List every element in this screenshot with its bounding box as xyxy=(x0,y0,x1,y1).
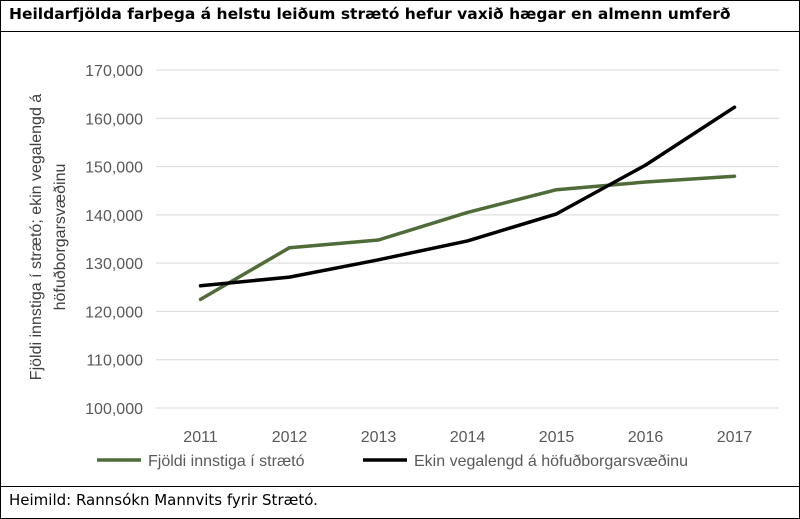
x-tick-label: 2011 xyxy=(183,429,218,446)
source-note: Heimild: Rannsókn Mannvits fyrir Strætó. xyxy=(9,491,318,509)
series-line-2 xyxy=(198,105,737,288)
title-bar: Heildarfjölda farþega á helstu leiðum st… xyxy=(1,1,799,32)
legend: Fjöldi innstiga í strætó Ekin vegalengd á… xyxy=(97,453,688,470)
legend-label: Fjöldi innstiga í strætó xyxy=(148,453,305,470)
y-tick-label: 130,000 xyxy=(85,256,143,273)
series-lines xyxy=(198,105,737,302)
y-tick-label: 160,000 xyxy=(85,111,143,128)
series-line-1 xyxy=(198,174,737,302)
x-tick-labels: 2011 2012 2013 2014 2015 2016 2017 xyxy=(183,429,752,446)
x-tick-label: 2014 xyxy=(450,429,486,446)
y-tick-label: 140,000 xyxy=(85,208,143,225)
x-tick-label: 2016 xyxy=(628,429,664,446)
y-tick-label: 150,000 xyxy=(85,160,143,177)
x-tick-label: 2015 xyxy=(539,429,575,446)
chart-title: Heildarfjölda farþega á helstu leiðum st… xyxy=(9,5,731,23)
chart-area: 100,000 110,000 120,000 130,000 140,000 150,0… xyxy=(1,32,799,487)
y-tick-label: 100,000 xyxy=(85,401,143,418)
y-axis-label-line: Fjöldi innstiga í strætó; ekin vegalengd… xyxy=(28,94,45,380)
x-tick-label: 2017 xyxy=(717,429,753,446)
y-tick-label: 120,000 xyxy=(85,304,143,321)
line-chart: 100,000 110,000 120,000 130,000 140,000 150,0… xyxy=(28,63,779,470)
y-tick-label: 110,000 xyxy=(86,353,143,370)
y-tick-labels: 100,000 110,000 120,000 130,000 140,000 150,0… xyxy=(85,63,143,418)
y-axis-label-line: höfuðborgarsvæðinu xyxy=(52,164,69,311)
gridlines xyxy=(156,69,779,409)
x-tick-label: 2012 xyxy=(272,429,308,446)
y-tick-label: 170,000 xyxy=(85,63,143,80)
x-tick-label: 2013 xyxy=(361,429,397,446)
legend-label: Ekin vegalengd á höfuðborgarsvæðinu xyxy=(414,453,688,470)
y-axis-label: Fjöldi innstiga í strætó; ekin vegalengd… xyxy=(28,94,69,380)
